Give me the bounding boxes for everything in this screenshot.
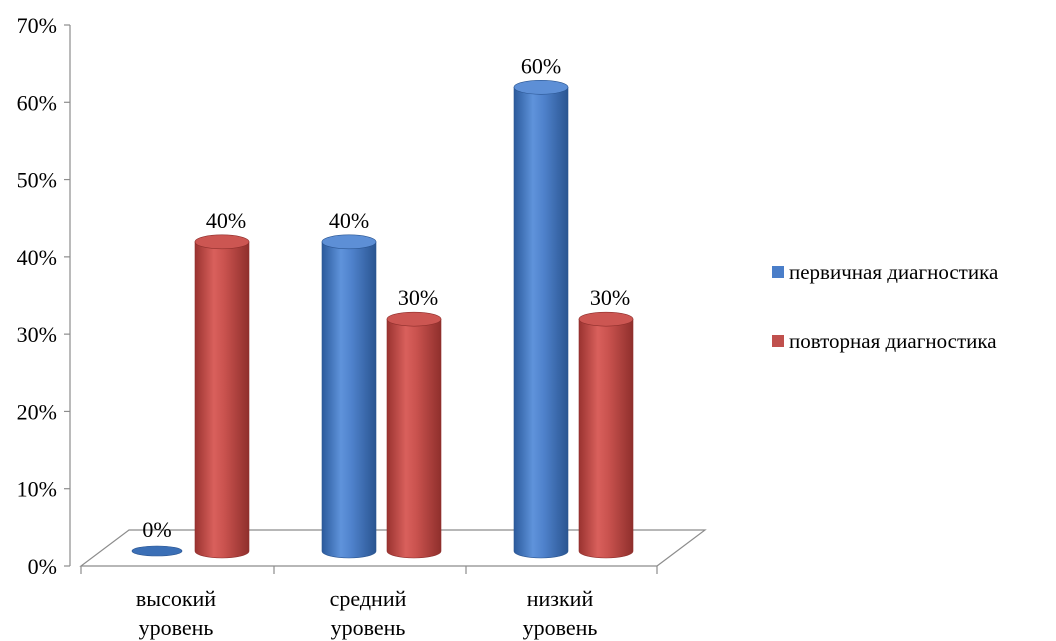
y-tick-label: 60% [17, 90, 57, 115]
y-tick-label: 40% [17, 245, 57, 270]
y-tick-label: 0% [28, 554, 57, 579]
data-label: 30% [398, 285, 438, 310]
bar-primary-1 [321, 234, 377, 559]
x-tick-label: средний уровень [330, 586, 407, 640]
y-tick-label: 10% [17, 477, 57, 502]
x-tick-label: высокий уровень [136, 586, 216, 640]
legend: первичная диагностика повторная диагности… [772, 260, 999, 353]
bar-primary-2 [513, 79, 569, 559]
legend-label: повторная диагностика [789, 329, 997, 353]
legend-swatch [772, 266, 784, 278]
y-tick-label: 20% [17, 399, 57, 424]
bars-group [131, 79, 634, 559]
legend-item-repeat: повторная диагностика [772, 329, 997, 353]
data-label: 30% [590, 285, 630, 310]
legend-swatch [772, 335, 784, 347]
data-label: 40% [206, 208, 246, 233]
y-tick-label: 50% [17, 168, 57, 193]
y-axis: 0% 10% 20% 30% 40% 50% 60% 70% [17, 13, 70, 579]
data-label: 40% [329, 208, 369, 233]
y-tick-label: 30% [17, 322, 57, 347]
bar-primary-0 [131, 545, 183, 557]
bar-repeat-2 [578, 311, 634, 559]
y-tick-label: 70% [17, 13, 57, 38]
bar-repeat-0 [194, 234, 250, 559]
data-labels-group: 0% 40% 60% 40% 30% 30% [142, 53, 630, 542]
x-tick-label: низкий уровень [523, 586, 598, 640]
data-label: 60% [521, 53, 561, 78]
x-axis: высокий уровень средний уровень низкий уровен… [80, 566, 658, 640]
legend-label: первичная диагностика [789, 260, 999, 284]
bar-repeat-1 [386, 311, 442, 559]
data-label: 0% [142, 517, 171, 542]
legend-item-primary: первичная диагностика [772, 260, 999, 284]
